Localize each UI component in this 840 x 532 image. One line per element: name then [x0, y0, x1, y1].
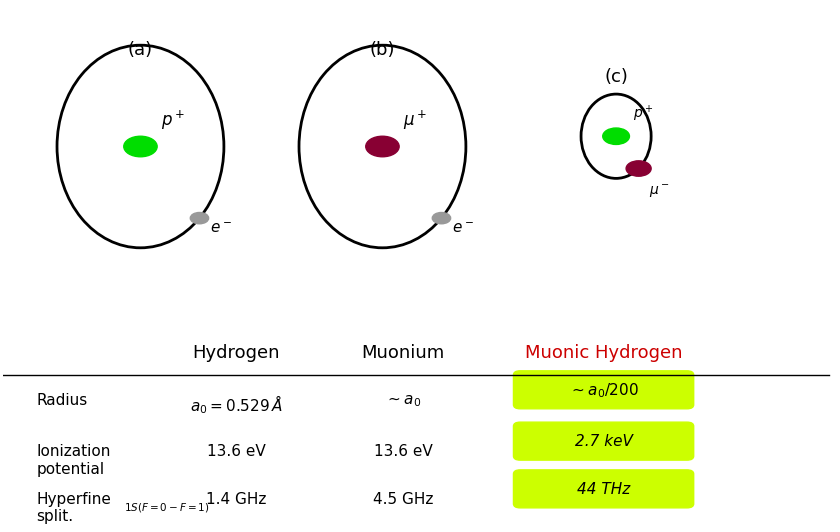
Text: Hyperfine
split.: Hyperfine split. — [36, 492, 111, 525]
Text: $\mu^-$: $\mu^-$ — [649, 183, 670, 200]
Text: $1S(F=0-F=1)$: $1S(F=0-F=1)$ — [123, 501, 209, 514]
Circle shape — [603, 128, 629, 145]
Text: 13.6 eV: 13.6 eV — [374, 444, 433, 459]
FancyBboxPatch shape — [513, 470, 694, 508]
FancyBboxPatch shape — [513, 371, 694, 409]
Text: (a): (a) — [128, 41, 153, 59]
Text: Hydrogen: Hydrogen — [192, 344, 281, 362]
Text: $\sim a_0/200$: $\sim a_0/200$ — [569, 381, 638, 400]
Circle shape — [626, 161, 651, 176]
Circle shape — [365, 136, 399, 157]
Text: $a_0 = 0.529\,\AA$: $a_0 = 0.529\,\AA$ — [190, 393, 283, 415]
Text: Ionization
potential: Ionization potential — [36, 444, 111, 477]
Text: (b): (b) — [370, 41, 395, 59]
Text: 4.5 GHz: 4.5 GHz — [373, 492, 433, 507]
Text: Muonium: Muonium — [362, 344, 445, 362]
Text: 44 THz: 44 THz — [577, 482, 630, 497]
Text: $e^-$: $e^-$ — [452, 221, 475, 236]
Text: Radius: Radius — [36, 393, 87, 408]
Circle shape — [433, 212, 450, 224]
Circle shape — [123, 136, 157, 157]
Text: $p^+$: $p^+$ — [633, 104, 654, 124]
Text: $\sim a_0$: $\sim a_0$ — [386, 393, 422, 409]
Circle shape — [191, 212, 208, 224]
Text: (c): (c) — [604, 69, 628, 86]
Text: 13.6 eV: 13.6 eV — [207, 444, 265, 459]
Text: $p^+$: $p^+$ — [161, 109, 186, 132]
FancyBboxPatch shape — [513, 422, 694, 460]
Text: 2.7 keV: 2.7 keV — [575, 434, 633, 449]
Text: $\mu^+$: $\mu^+$ — [403, 109, 428, 132]
Text: 1.4 GHz: 1.4 GHz — [207, 492, 266, 507]
Text: $e^-$: $e^-$ — [210, 221, 233, 236]
Text: Muonic Hydrogen: Muonic Hydrogen — [525, 344, 682, 362]
